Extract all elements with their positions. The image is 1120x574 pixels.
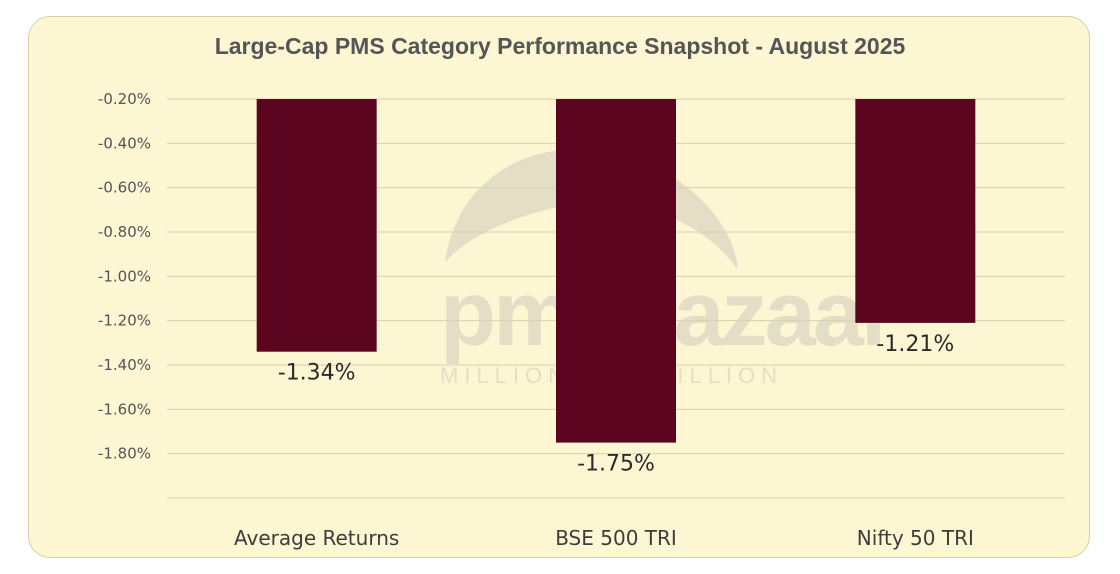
data-label: -1.75% [577,452,655,477]
data-labels: -1.34% -1.75% -1.21% [278,332,954,477]
category-label: BSE 500 TRI [555,526,677,550]
y-tick-label: -0.60% [98,179,151,197]
bar-average-returns [256,99,377,352]
y-tick-label: -1.20% [98,312,151,330]
y-axis-ticks: -0.20% -0.40% -0.60% -0.80% -1.00% -1.20% -1.4… [98,90,151,463]
y-tick-label: -0.40% [98,134,151,152]
category-label: Nifty 50 TRI [857,526,974,550]
y-tick-label: -1.60% [98,400,151,418]
y-tick-label: -1.40% [98,356,151,374]
y-tick-label: -1.80% [98,445,151,463]
bars [256,99,976,443]
bar-nifty-50-tri [855,99,976,323]
chart-title: Large-Cap PMS Category Performance Snaps… [215,33,906,59]
data-label: -1.34% [278,361,356,386]
y-tick-label: -1.00% [98,267,151,285]
category-labels: Average Returns BSE 500 TRI Nifty 50 TRI [234,526,974,550]
data-label: -1.21% [876,332,954,357]
y-tick-label: -0.80% [98,223,151,241]
category-label: Average Returns [234,526,399,550]
bar-bse-500-tri [556,99,676,443]
y-tick-label: -0.20% [98,90,151,108]
